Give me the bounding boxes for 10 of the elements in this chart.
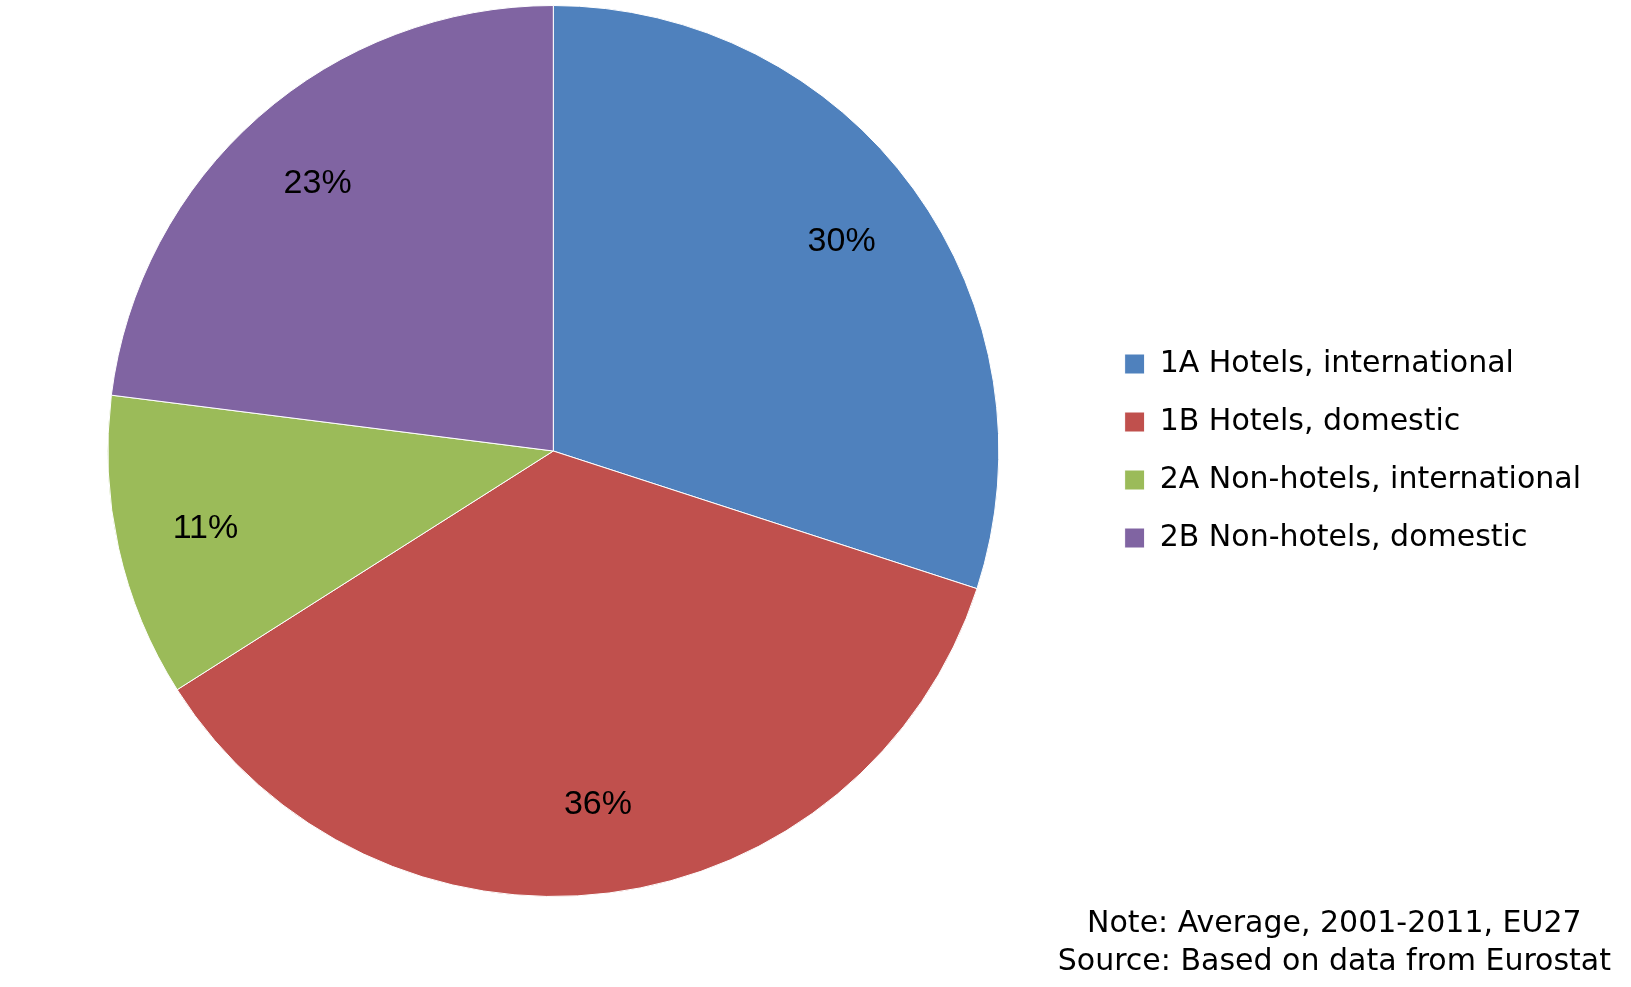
source-note: Source: Based on data from Eurostat xyxy=(1057,941,1611,979)
text: Note: Average, 2001-2011, EU27 xyxy=(1086,903,1583,941)
data-label: 11% xyxy=(172,507,239,546)
data-label: 36% xyxy=(563,782,633,821)
legend-label: 1B Hotels, domestic xyxy=(1159,401,1461,437)
legend-label: 1A Hotels, international xyxy=(1159,343,1514,379)
legend-label: 2B Non-hotels, domestic xyxy=(1159,517,1528,553)
legend-label: 2A Non-hotels, international xyxy=(1159,459,1582,495)
data-label: 23% xyxy=(283,162,352,201)
data-label: 30% xyxy=(807,219,876,258)
